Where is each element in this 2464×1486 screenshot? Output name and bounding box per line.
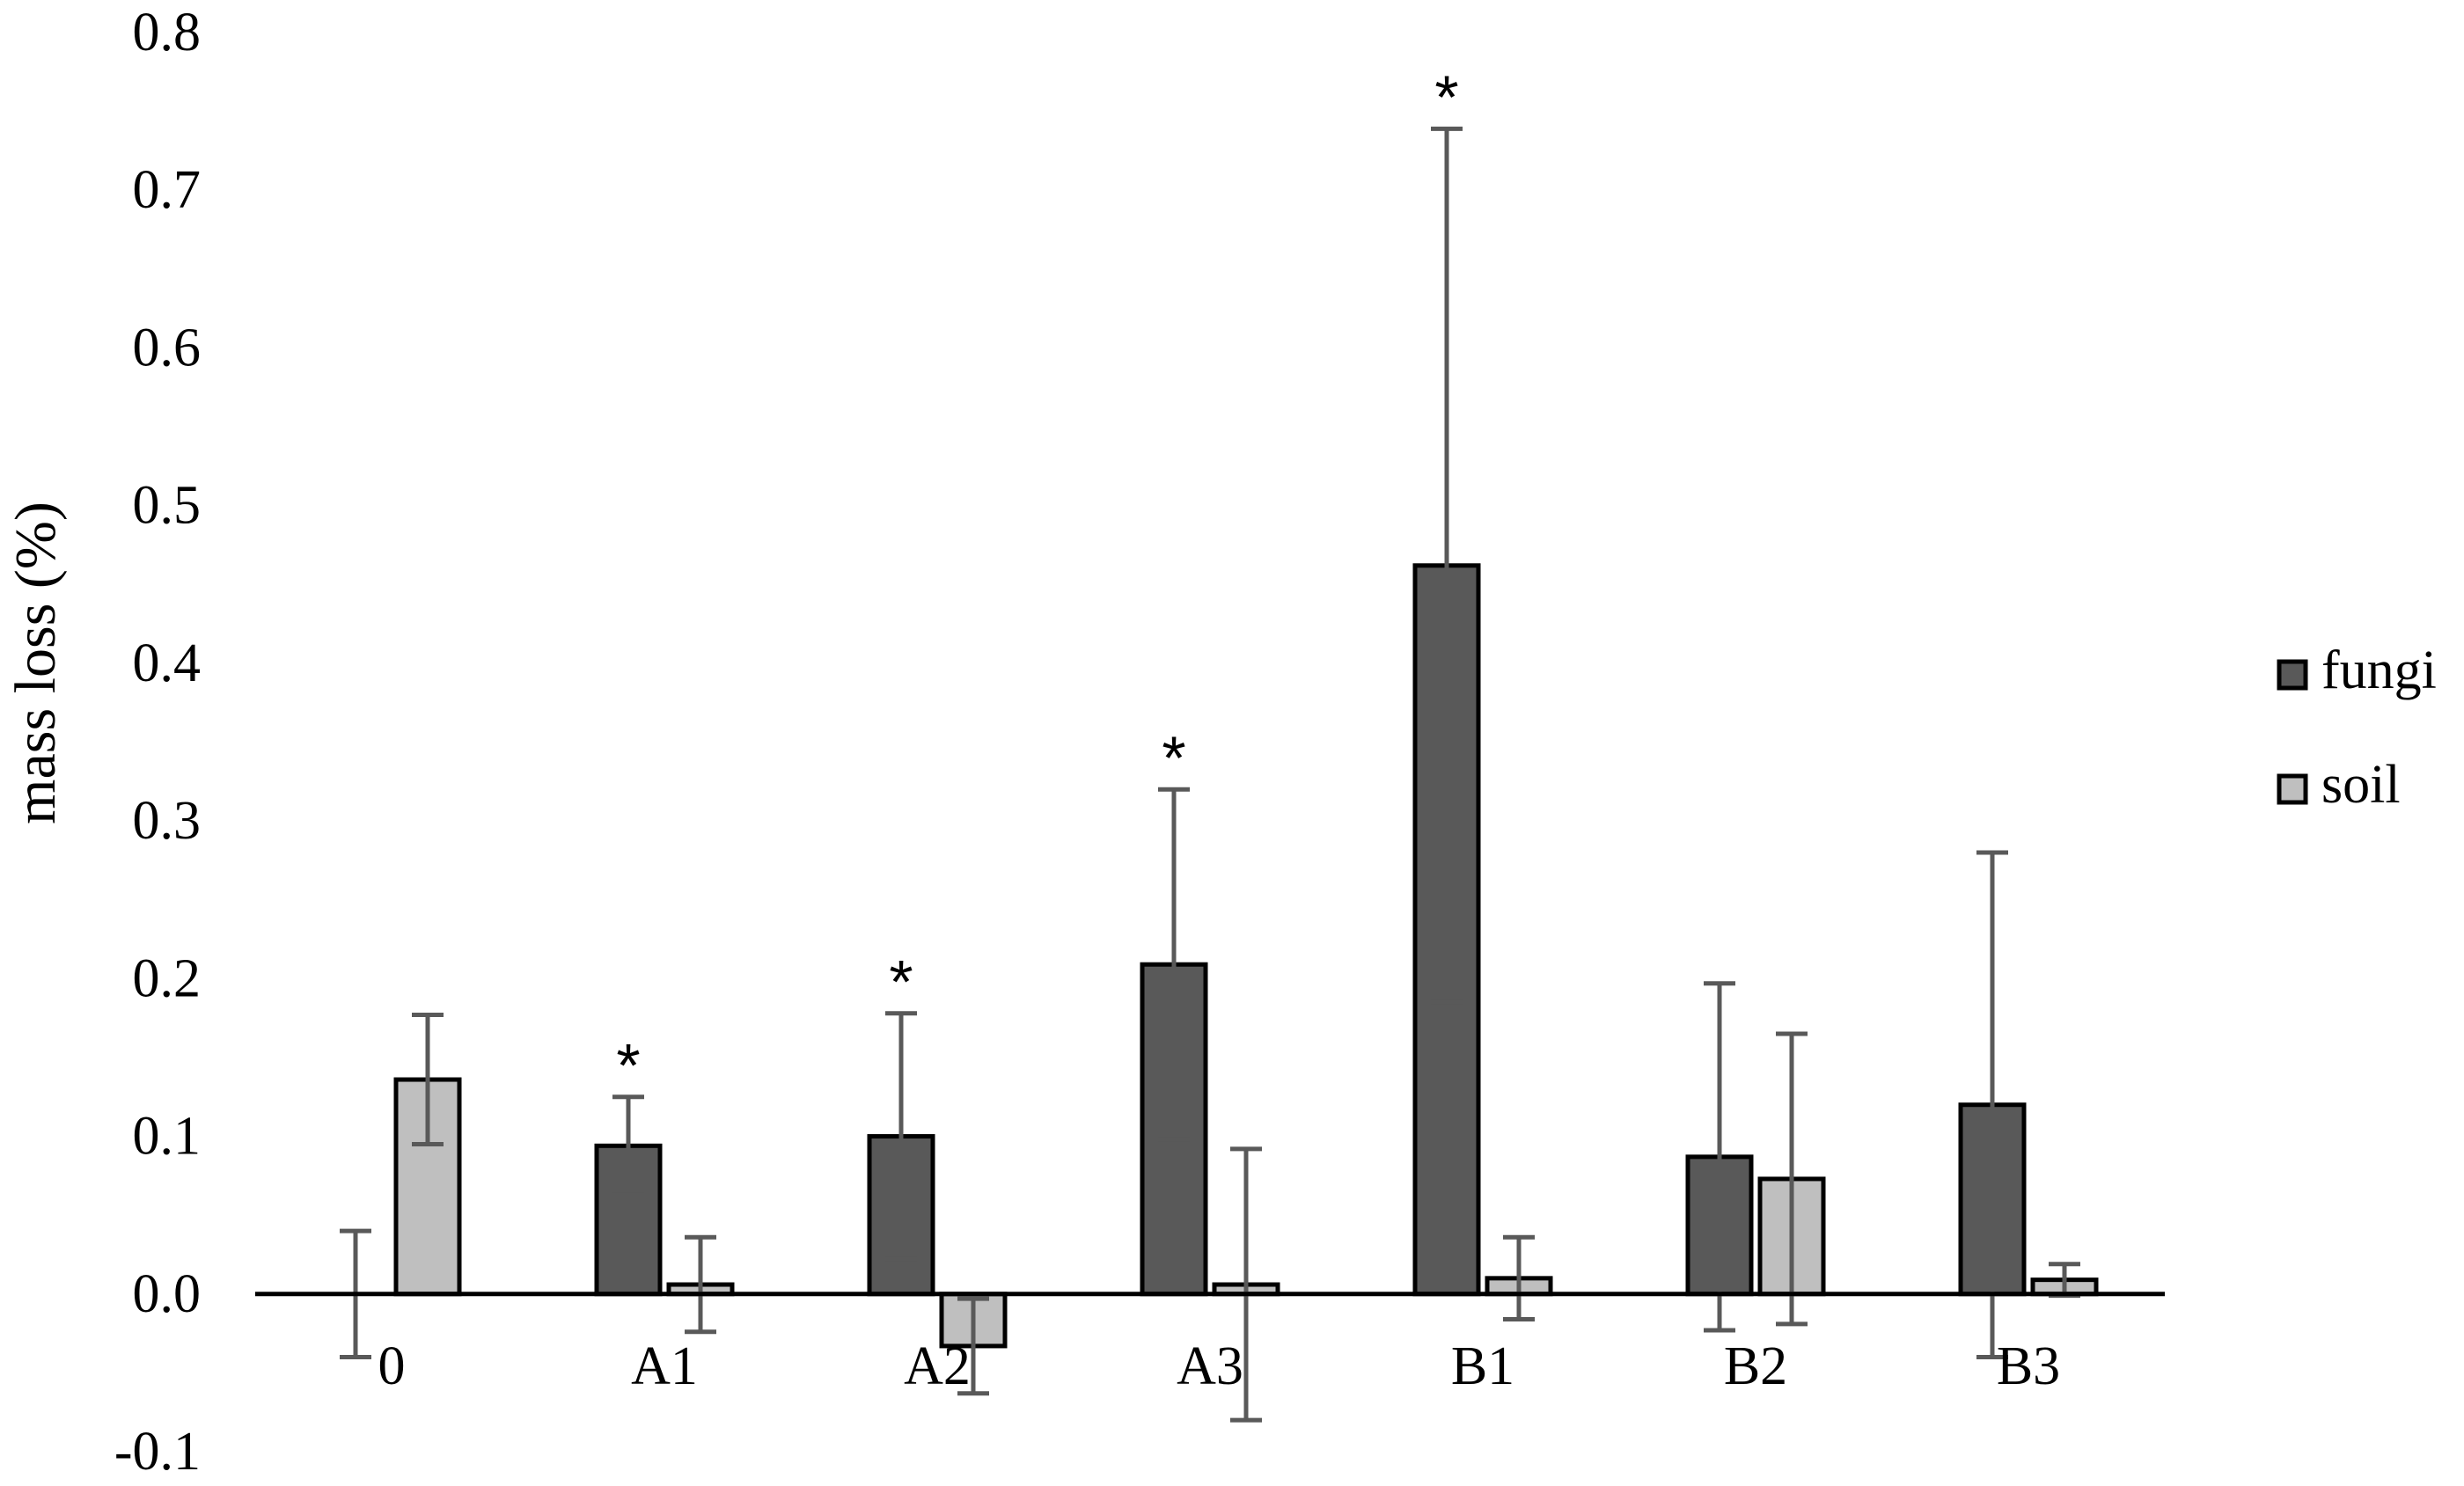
error-bar-soil-A2	[957, 1296, 989, 1396]
error-bar-fungi-B1	[1431, 126, 1463, 1005]
y-tick-label: 0.2	[133, 948, 202, 1008]
y-tick-label: 0.3	[133, 791, 202, 851]
y-tick-label: 0.4	[133, 633, 202, 693]
y-tick-label: 0.5	[133, 476, 202, 536]
legend: fungi soil	[2277, 641, 2437, 815]
x-tick-label: B2	[1724, 1336, 1787, 1396]
x-tick-label: B1	[1451, 1336, 1514, 1396]
y-tick-label: 0.8	[133, 3, 202, 62]
error-bar-soil-0	[412, 1013, 444, 1147]
error-bar-soil-A1	[685, 1234, 716, 1335]
significance-star-A3: *	[1162, 723, 1185, 792]
significance-markers: * * * *	[616, 62, 1458, 1099]
error-bar-fungi-A2	[885, 1011, 917, 1262]
significance-star-B1: *	[1434, 62, 1458, 131]
legend-item-fungi: fungi	[2277, 641, 2437, 700]
y-tick-label: 0.6	[133, 318, 202, 377]
legend-label-fungi: fungi	[2321, 641, 2437, 700]
legend-swatch-soil	[2277, 773, 2308, 805]
error-bar-soil-B1	[1503, 1234, 1535, 1321]
y-axis-ticks: -0.1 0.0 0.1 0.2 0.3 0.4 0.5 0.6 0.7 0.8	[114, 3, 201, 1482]
legend-swatch-fungi	[2277, 659, 2308, 691]
error-bar-fungi-B3	[1976, 850, 2008, 1359]
legend-item-soil: soil	[2277, 755, 2401, 815]
error-bar-soil-B2	[1776, 1031, 1808, 1327]
x-axis-ticks: 0 A1 A2 A3 B1 B2 B3	[378, 1336, 2061, 1396]
y-tick-label: 0.0	[133, 1264, 202, 1324]
error-bar-fungi-A1	[612, 1094, 644, 1197]
x-tick-label: 0	[378, 1336, 406, 1396]
y-tick-label: 0.1	[133, 1107, 202, 1167]
x-tick-label: A1	[631, 1336, 698, 1396]
error-bar-fungi-A3	[1158, 787, 1190, 1142]
legend-label-soil: soil	[2321, 755, 2401, 815]
x-tick-label: B3	[1997, 1336, 2060, 1396]
error-bars	[340, 126, 2080, 1423]
y-axis-title: mass loss (%)	[4, 501, 68, 824]
x-tick-label: A3	[1177, 1336, 1243, 1396]
y-tick-label: 0.7	[133, 160, 202, 220]
error-bar-soil-A3	[1230, 1146, 1262, 1423]
significance-star-A2: *	[889, 948, 913, 1016]
y-tick-label: -0.1	[114, 1422, 201, 1482]
error-bar-fungi-B2	[1704, 981, 1735, 1333]
significance-star-A1: *	[616, 1031, 640, 1100]
x-tick-label: A2	[904, 1336, 971, 1396]
